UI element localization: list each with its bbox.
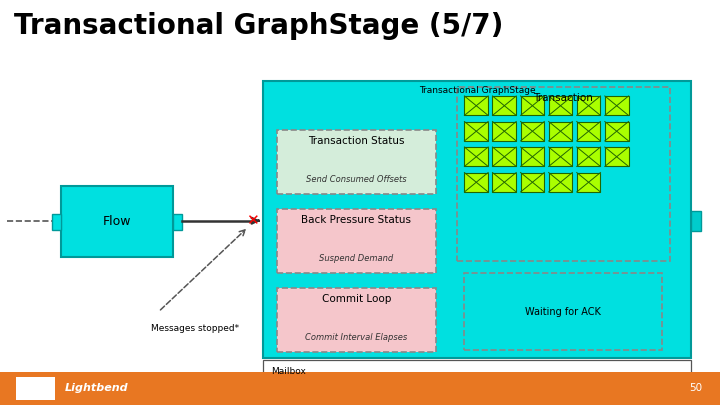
Text: Commit Interval Elapses: Commit Interval Elapses bbox=[305, 333, 408, 342]
Bar bbox=[464, 173, 488, 192]
Bar bbox=[457, 87, 670, 261]
Bar bbox=[492, 122, 516, 141]
Bar bbox=[605, 96, 629, 115]
Bar bbox=[464, 96, 488, 115]
Bar bbox=[577, 173, 600, 192]
Bar bbox=[605, 122, 629, 141]
Text: Messages stopped*: Messages stopped* bbox=[151, 324, 239, 333]
Text: 50: 50 bbox=[689, 384, 702, 393]
Bar bbox=[277, 209, 436, 273]
Bar bbox=[464, 147, 488, 166]
Text: Lightbend: Lightbend bbox=[65, 384, 128, 393]
Bar bbox=[521, 122, 544, 141]
Bar bbox=[549, 173, 572, 192]
Bar bbox=[61, 186, 173, 257]
Bar bbox=[277, 130, 436, 194]
Text: Transaction Status: Transaction Status bbox=[308, 136, 405, 146]
Bar bbox=[263, 360, 691, 383]
Text: Commit Loop: Commit Loop bbox=[322, 294, 391, 304]
Bar bbox=[492, 147, 516, 166]
Bar bbox=[492, 173, 516, 192]
Text: Transaction: Transaction bbox=[534, 93, 593, 103]
Bar bbox=[492, 96, 516, 115]
Bar bbox=[577, 122, 600, 141]
Text: Transactional GraphStage: Transactional GraphStage bbox=[419, 86, 535, 95]
Text: ✕: ✕ bbox=[246, 213, 258, 228]
Text: Suspend Demand: Suspend Demand bbox=[319, 254, 394, 263]
Text: Flow: Flow bbox=[103, 215, 131, 228]
Bar bbox=[173, 214, 182, 230]
Bar bbox=[464, 273, 662, 350]
Bar bbox=[0, 372, 720, 405]
Bar bbox=[549, 122, 572, 141]
Text: Back Pressure Status: Back Pressure Status bbox=[302, 215, 411, 225]
Bar bbox=[521, 173, 544, 192]
Bar bbox=[549, 96, 572, 115]
Bar bbox=[16, 377, 55, 400]
Bar bbox=[521, 96, 544, 115]
Bar bbox=[52, 214, 61, 230]
Bar bbox=[263, 81, 691, 358]
Bar bbox=[691, 211, 701, 231]
Bar bbox=[464, 122, 488, 141]
Bar bbox=[521, 147, 544, 166]
Bar bbox=[549, 147, 572, 166]
Bar bbox=[577, 147, 600, 166]
Text: Transactional GraphStage (5/7): Transactional GraphStage (5/7) bbox=[14, 12, 504, 40]
Bar bbox=[605, 147, 629, 166]
Bar bbox=[277, 288, 436, 352]
Text: Waiting for ACK: Waiting for ACK bbox=[526, 307, 601, 317]
Text: Send Consumed Offsets: Send Consumed Offsets bbox=[306, 175, 407, 184]
Bar bbox=[577, 96, 600, 115]
Text: Mailbox: Mailbox bbox=[271, 367, 306, 376]
